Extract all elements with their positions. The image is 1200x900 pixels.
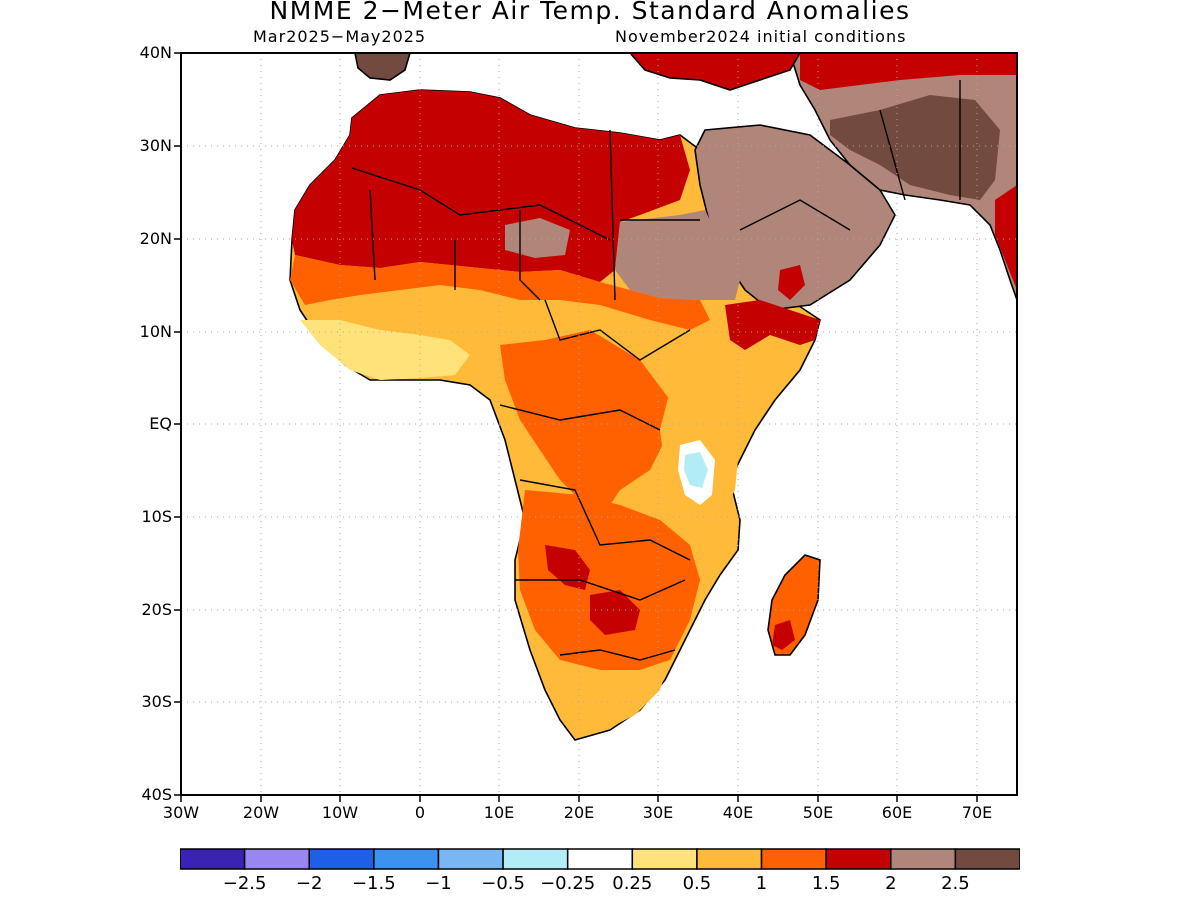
lat-label-30s: 30S [141,692,172,711]
legend-swatch [373,848,440,870]
lon-label-40e: 40E [722,803,754,822]
niger-anomaly-2-5 [505,218,570,258]
legend-swatch [954,848,1020,870]
india-anomaly-2 [995,185,1017,290]
botswana-anomaly-2 [590,590,640,635]
tick-marks [174,52,978,802]
legend-label: −2.5 [222,873,267,894]
legend-swatch [180,848,246,870]
arabia-landmass [694,124,896,311]
legend-swatch [890,848,957,870]
angola-anomaly-2 [545,545,590,590]
map-title: NMME 2−Meter Air Temp. Standard Anomalie… [269,0,911,25]
lon-label-70e: 70E [961,803,993,822]
sudan-anomaly-2-5 [615,210,740,300]
central-anomaly-1-5 [500,330,670,520]
lon-label-20w: 20W [242,803,280,822]
legend-label: 0.5 [682,873,712,894]
lat-label-10s: 10S [141,507,172,526]
color-legend [180,848,1020,870]
lat-label-40n: 40N [139,43,172,62]
horn-anomaly-2 [725,300,820,350]
legend-label: −0.5 [481,873,525,894]
iberia-coast [354,53,411,81]
legend-label: 2 [885,873,897,894]
legend-swatch [308,848,375,870]
legend-swatch [696,848,763,870]
lat-label-40s: 40S [141,785,172,804]
legend-swatch [631,848,698,870]
legend-label: −1 [425,873,452,894]
lat-label-eq: EQ [149,414,172,433]
legend-swatch [243,848,310,870]
southern-anomaly-1-5 [518,490,700,670]
lat-label-30n: 30N [139,136,172,155]
lon-label-60e: 60E [881,803,913,822]
lon-label-30w: 30W [162,803,200,822]
lon-label-30e: 30E [642,803,674,822]
legend-swatch [437,848,504,870]
lon-label-50e: 50E [802,803,834,822]
legend-label: −1.5 [351,873,396,894]
west-coast-anomaly-0-5 [300,320,470,380]
legend-swatch [760,848,827,870]
legend-label: −0.25 [540,873,596,894]
lat-label-20n: 20N [139,229,172,248]
legend-label: 1.5 [811,873,841,894]
lat-label-10n: 10N [139,322,172,341]
legend-label: 0.25 [612,873,653,894]
lon-label-10w: 10W [321,803,359,822]
legend-swatch [566,848,634,870]
legend-label: 1 [755,873,768,894]
legend-swatch [502,848,569,870]
sahara-anomaly-2 [292,90,690,282]
legend-label: −2 [295,873,323,894]
sahel-anomaly-1-5 [290,255,710,330]
madagascar-anomaly-2 [772,620,795,650]
lat-label-20s: 20S [141,600,172,619]
lon-label-0: 0 [414,803,426,822]
asia-north-anomaly-2 [800,53,1017,90]
south-africa-anomaly-1 [550,660,670,738]
map-field [289,53,1017,741]
graticule [181,53,1017,795]
lon-label-10e: 10E [483,803,515,822]
country-borders [351,80,961,661]
arabia-red-spot [778,265,805,300]
legend-swatch [825,848,892,870]
iran-anomaly-over-2-5 [830,95,1000,200]
legend-label: 2.5 [941,873,970,894]
europe-coast [628,53,801,91]
initial-conditions: November2024 initial conditions [615,27,907,46]
forecast-period: Mar2025−May2025 [253,27,427,46]
lake-victoria-anomaly-neg-0-25 [684,452,708,488]
lon-label-20e: 20E [563,803,595,822]
